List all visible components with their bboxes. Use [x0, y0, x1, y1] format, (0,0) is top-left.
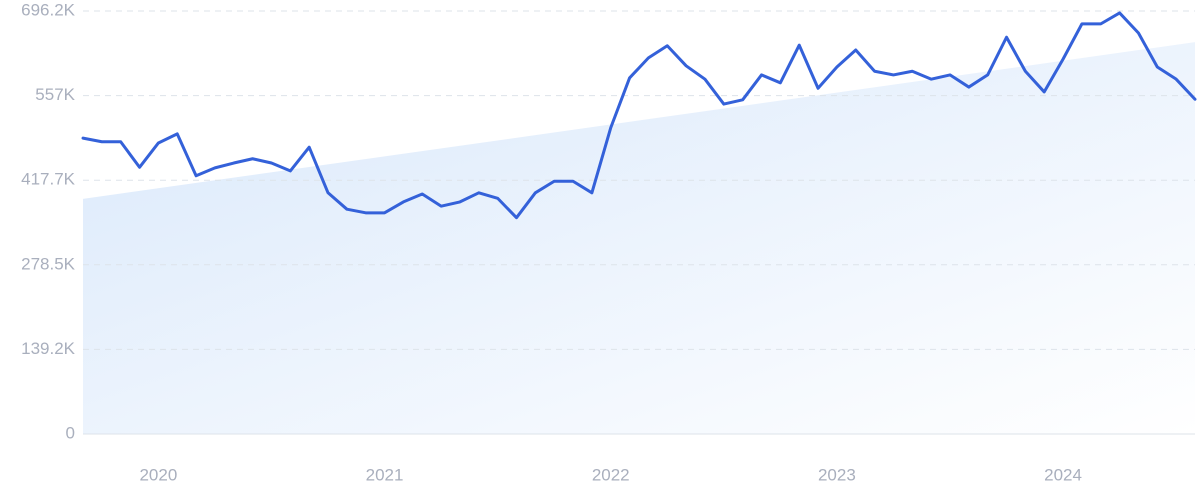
y-tick-label: 696.2K: [21, 0, 76, 19]
y-tick-label: 0: [66, 423, 75, 442]
y-tick-label: 139.2K: [21, 339, 76, 358]
y-tick-label: 278.5K: [21, 254, 76, 273]
x-tick-label: 2024: [1044, 465, 1082, 484]
y-tick-label: 557K: [35, 85, 75, 104]
x-tick-label: 2020: [139, 465, 177, 484]
trend-area: [83, 42, 1195, 434]
x-tick-label: 2023: [818, 465, 856, 484]
x-tick-label: 2021: [366, 465, 404, 484]
y-tick-label: 417.7K: [21, 170, 76, 189]
line-series: [81, 11, 1197, 220]
x-tick-label: 2022: [592, 465, 630, 484]
